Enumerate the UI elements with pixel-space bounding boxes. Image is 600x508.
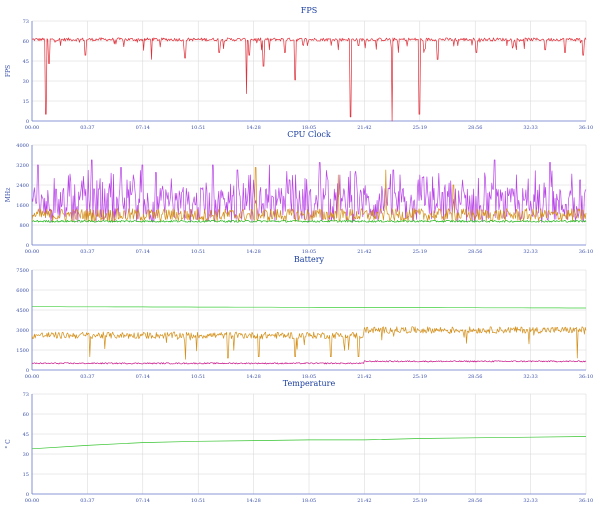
- y-tick-label: 0: [26, 368, 29, 374]
- x-tick-label: 28:56: [468, 125, 482, 131]
- x-tick-label: 25:19: [413, 125, 427, 131]
- series-line: [32, 306, 586, 309]
- y-tick-label: 4500: [16, 308, 29, 314]
- y-tick-label: 6000: [16, 288, 29, 294]
- y-tick-label: 0: [26, 492, 29, 498]
- x-tick-label: 32:33: [523, 374, 537, 380]
- x-tick-label: 28:56: [468, 249, 482, 255]
- y-tick-label: 60: [23, 39, 29, 45]
- x-tick-label: 00:00: [25, 498, 39, 504]
- x-tick-label: 18:05: [302, 125, 316, 131]
- chart-title: CPU Clock: [287, 130, 331, 139]
- y-axis-label: ° C: [5, 439, 12, 449]
- series-line: [31, 159, 587, 223]
- y-tick-label: 1500: [16, 348, 29, 354]
- x-tick-label: 21:42: [357, 249, 371, 255]
- x-tick-label: 00:00: [25, 249, 39, 255]
- x-tick-label: 36:10: [579, 374, 593, 380]
- x-tick-label: 03:37: [80, 249, 94, 255]
- x-tick-label: 10:51: [191, 498, 205, 504]
- x-tick-label: 36:10: [579, 249, 593, 255]
- x-tick-label: 21:42: [357, 498, 371, 504]
- y-tick-label: 7500: [16, 268, 29, 274]
- y-tick-label: 15: [23, 99, 29, 105]
- chart-title: Temperature: [283, 379, 336, 388]
- chart-fps: FPS 0 15 30 45 60 73 00:00 03:37 07:14 10:51 14:28 1…: [5, 6, 593, 131]
- x-tick-label: 07:14: [136, 249, 150, 255]
- series-line: [31, 37, 587, 122]
- x-tick-label: 25:19: [413, 498, 427, 504]
- x-tick-label: 07:14: [136, 374, 150, 380]
- y-tick-label: 73: [23, 392, 29, 398]
- y-tick-label: 2400: [16, 183, 29, 189]
- x-tick-label: 10:51: [191, 374, 205, 380]
- x-tick-label: 03:37: [80, 125, 94, 131]
- x-tick-label: 07:14: [136, 498, 150, 504]
- y-tick-label: 30: [23, 79, 29, 85]
- y-tick-label: 45: [23, 59, 29, 65]
- x-tick-label: 32:33: [523, 498, 537, 504]
- x-tick-label: 21:42: [357, 125, 371, 131]
- x-tick-label: 28:56: [468, 498, 482, 504]
- x-tick-label: 36:10: [579, 498, 593, 504]
- x-tick-label: 18:05: [302, 249, 316, 255]
- chart-title: Battery: [294, 255, 325, 264]
- y-tick-label: 3200: [16, 163, 29, 169]
- y-tick-label: 800: [19, 223, 29, 229]
- x-tick-label: 25:19: [413, 249, 427, 255]
- x-tick-label: 28:56: [468, 374, 482, 380]
- x-tick-label: 14:28: [246, 249, 260, 255]
- x-tick-label: 14:28: [246, 374, 260, 380]
- y-tick-label: 45: [23, 432, 29, 438]
- x-tick-label: 14:28: [246, 125, 260, 131]
- y-tick-label: 15: [23, 472, 29, 478]
- chart-cpu-clock: CPU Clock 0 800 1600 2400 3200 4000 00:00 03:37 0…: [5, 130, 593, 255]
- y-tick-label: 73: [23, 19, 29, 25]
- chart-title: FPS: [301, 6, 317, 15]
- y-axis-label: MHz: [5, 188, 12, 203]
- x-tick-label: 25:19: [413, 374, 427, 380]
- series-line: [31, 326, 587, 360]
- y-tick-label: 0: [26, 119, 29, 125]
- x-tick-label: 10:51: [191, 125, 205, 131]
- x-tick-label: 32:33: [523, 249, 537, 255]
- y-tick-label: 60: [23, 412, 29, 418]
- y-tick-label: 3000: [16, 328, 29, 334]
- x-tick-label: 21:42: [357, 374, 371, 380]
- series-line: [31, 436, 587, 450]
- x-tick-label: 36:10: [579, 125, 593, 131]
- y-tick-label: 4000: [16, 143, 29, 149]
- x-tick-label: 03:37: [80, 498, 94, 504]
- series-line: [31, 167, 587, 222]
- chart-battery: Battery 0 1500 3000 4500 6000 7500 00:00 03:37 07…: [16, 255, 593, 380]
- series-line: [31, 219, 587, 223]
- y-tick-label: 0: [26, 243, 29, 249]
- x-tick-label: 32:33: [523, 125, 537, 131]
- x-tick-label: 03:37: [80, 374, 94, 380]
- chart-temperature: Temperature 0 15 30 45 60 73 00:00 03:37 07:14 10:…: [5, 379, 593, 504]
- y-axis-label: FPS: [5, 65, 12, 77]
- x-tick-label: 18:05: [302, 498, 316, 504]
- y-tick-label: 1600: [16, 203, 29, 209]
- x-tick-label: 10:51: [191, 249, 205, 255]
- x-tick-label: 14:28: [246, 498, 260, 504]
- x-tick-label: 00:00: [25, 374, 39, 380]
- x-tick-label: 18:05: [302, 374, 316, 380]
- x-tick-label: 07:14: [136, 125, 150, 131]
- y-tick-label: 30: [23, 452, 29, 458]
- series-line: [31, 360, 587, 365]
- x-tick-label: 00:00: [25, 125, 39, 131]
